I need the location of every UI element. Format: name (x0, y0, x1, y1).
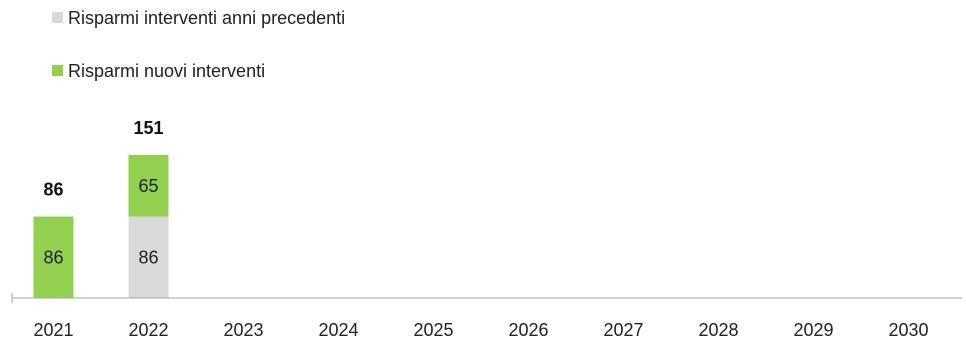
total-label-2021: 86 (43, 180, 63, 200)
x-tick-label-2022: 2022 (128, 320, 168, 340)
bar-segment-2021-s2 (33, 216, 74, 298)
bars: 86 86 86 65 151 (33, 118, 169, 298)
segment-value-2021-s2: 86 (43, 247, 63, 267)
legend: Risparmi interventi anni precedenti Rispa… (52, 8, 345, 81)
x-axis: 2021 2022 2023 2024 2025 2026 2027 2028 2029 2030 (11, 293, 962, 340)
x-tick-label-2028: 2028 (698, 320, 738, 340)
x-tick-label-2024: 2024 (318, 320, 358, 340)
x-tick-label-2030: 2030 (888, 320, 928, 340)
x-tick-label-2026: 2026 (508, 320, 548, 340)
x-tick-label-2023: 2023 (223, 320, 263, 340)
x-tick-label-2027: 2027 (603, 320, 643, 340)
bar-segment-2022-s1 (128, 216, 169, 298)
bar-segment-2022-s2 (128, 155, 169, 217)
legend-swatch-2 (52, 65, 63, 76)
legend-label-1: Risparmi interventi anni precedenti (68, 8, 345, 28)
x-tick-label-2025: 2025 (413, 320, 453, 340)
legend-label-2: Risparmi nuovi interventi (68, 61, 265, 81)
total-label-2022: 151 (133, 118, 163, 138)
segment-value-2022-s1: 86 (138, 247, 158, 267)
legend-swatch-1 (52, 12, 63, 23)
segment-value-2022-s2: 65 (138, 176, 158, 196)
x-tick-label-2029: 2029 (793, 320, 833, 340)
x-tick-label-2021: 2021 (33, 320, 73, 340)
